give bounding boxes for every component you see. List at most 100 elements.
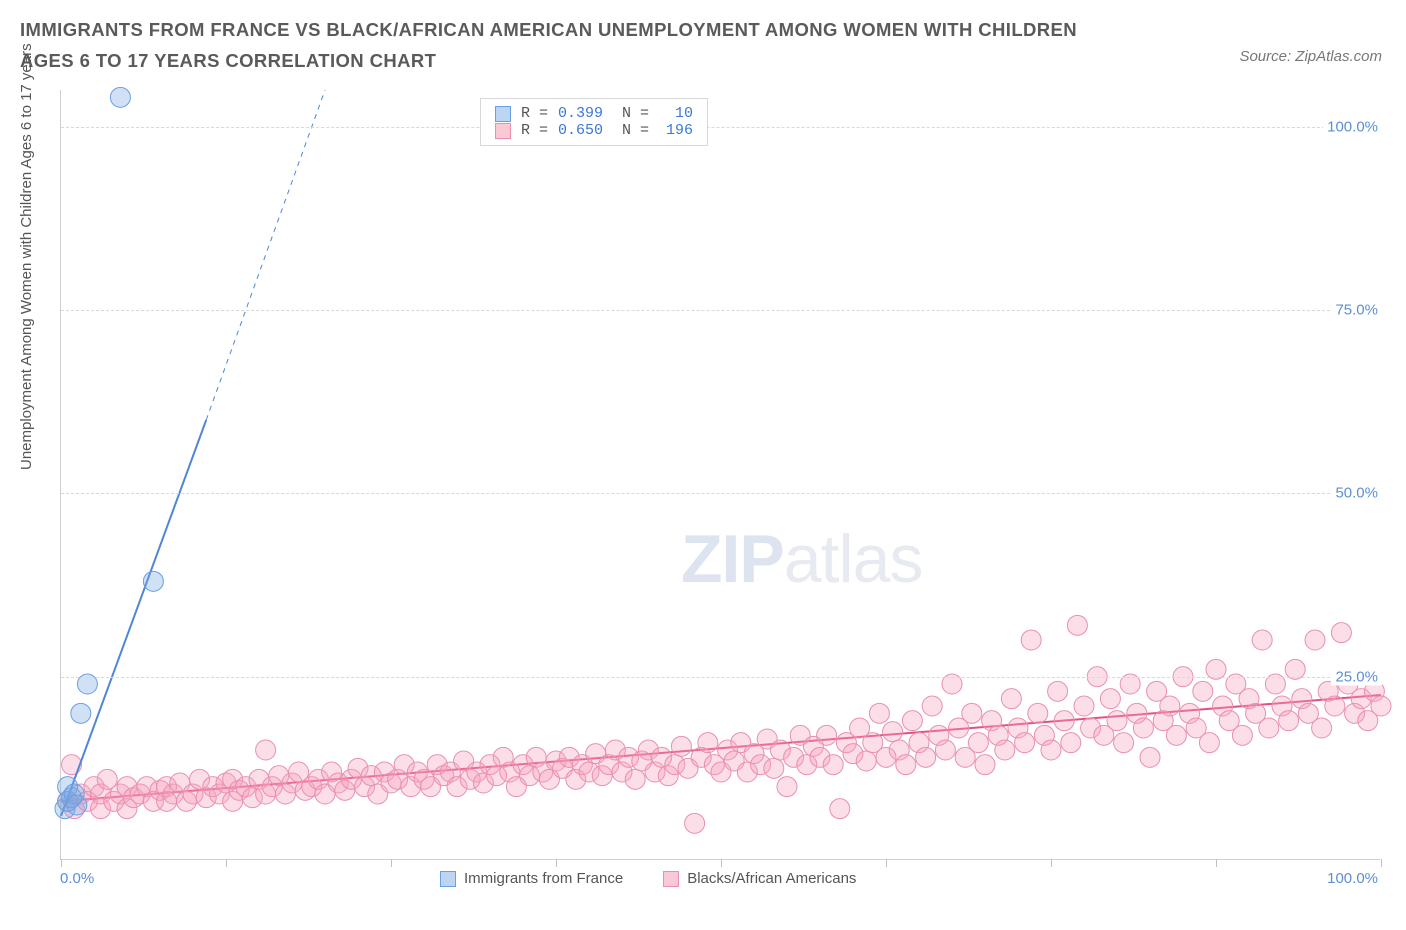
x-tick	[1051, 859, 1052, 867]
data-point	[1232, 725, 1252, 745]
x-tick	[1216, 859, 1217, 867]
x-tick	[886, 859, 887, 867]
data-point	[1015, 733, 1035, 753]
x-tick	[1381, 859, 1382, 867]
x-axis-max-label: 100.0%	[1327, 870, 1378, 887]
trend-line	[61, 420, 206, 816]
data-point	[698, 733, 718, 753]
data-point	[896, 755, 916, 775]
data-point	[1021, 630, 1041, 650]
legend-swatch-icon	[440, 871, 456, 887]
data-point	[1259, 718, 1279, 738]
data-point	[1331, 623, 1351, 643]
data-point	[922, 696, 942, 716]
data-point	[671, 736, 691, 756]
legend-series-item: Blacks/African Americans	[663, 870, 856, 887]
data-point	[1100, 689, 1120, 709]
chart-title: IMMIGRANTS FROM FRANCE VS BLACK/AFRICAN …	[20, 14, 1080, 77]
x-tick	[226, 859, 227, 867]
data-point	[71, 703, 91, 723]
data-point	[1001, 689, 1021, 709]
plot-svg	[61, 90, 1380, 859]
data-point	[1193, 681, 1213, 701]
data-point	[625, 769, 645, 789]
legend-series-label: Immigrants from France	[464, 870, 623, 887]
data-point	[1048, 681, 1068, 701]
data-point	[975, 755, 995, 775]
trend-line-dashed	[206, 90, 325, 420]
data-point	[685, 813, 705, 833]
data-point	[1312, 718, 1332, 738]
data-point	[830, 799, 850, 819]
y-tick-label: 50.0%	[1331, 485, 1382, 502]
data-point	[823, 755, 843, 775]
data-point	[962, 703, 982, 723]
x-tick	[721, 859, 722, 867]
data-point	[1067, 615, 1087, 635]
data-point	[1279, 711, 1299, 731]
legend-stats: R = 0.399 N = 10R = 0.650 N = 196	[480, 98, 708, 146]
legend-n-label: N =	[613, 122, 649, 139]
legend-series-label: Blacks/African Americans	[687, 870, 856, 887]
gridline	[61, 493, 1380, 494]
data-point	[995, 740, 1015, 760]
data-point	[1166, 725, 1186, 745]
legend-n-value: 196	[659, 122, 693, 139]
data-point	[1252, 630, 1272, 650]
data-point	[764, 758, 784, 778]
data-point	[856, 751, 876, 771]
legend-swatch-icon	[495, 123, 511, 139]
data-point	[1305, 630, 1325, 650]
data-point	[67, 795, 87, 815]
data-point	[1107, 711, 1127, 731]
data-point	[817, 725, 837, 745]
data-point	[1133, 718, 1153, 738]
gridline	[61, 310, 1380, 311]
data-point	[902, 711, 922, 731]
data-point	[1114, 733, 1134, 753]
data-point	[62, 755, 82, 775]
data-point	[1160, 696, 1180, 716]
data-point	[1325, 696, 1345, 716]
data-point	[935, 740, 955, 760]
data-point	[916, 747, 936, 767]
data-point	[256, 740, 276, 760]
y-tick-label: 25.0%	[1331, 668, 1382, 685]
data-point	[1054, 711, 1074, 731]
legend-r-value: 0.650	[558, 122, 603, 139]
data-point	[1028, 703, 1048, 723]
gridline	[61, 127, 1380, 128]
data-point	[777, 777, 797, 797]
data-point	[1061, 733, 1081, 753]
y-axis-title: Unemployment Among Women with Children A…	[18, 43, 35, 470]
gridline	[61, 677, 1380, 678]
x-axis-min-label: 0.0%	[60, 870, 94, 887]
y-tick-label: 75.0%	[1331, 302, 1382, 319]
data-point	[1140, 747, 1160, 767]
legend-stat-row: R = 0.399 N = 10	[495, 105, 693, 122]
correlation-chart: IMMIGRANTS FROM FRANCE VS BLACK/AFRICAN …	[0, 0, 1406, 930]
legend-r-label: R =	[521, 105, 548, 122]
legend-swatch-icon	[663, 871, 679, 887]
plot-area: ZIPatlas 25.0%50.0%75.0%100.0%	[60, 90, 1380, 860]
data-point	[110, 87, 130, 107]
data-point	[883, 722, 903, 742]
data-point	[968, 733, 988, 753]
legend-r-value: 0.399	[558, 105, 603, 122]
data-point	[1199, 733, 1219, 753]
data-point	[869, 703, 889, 723]
legend-n-value: 10	[659, 105, 693, 122]
x-tick	[556, 859, 557, 867]
source-attribution: Source: ZipAtlas.com	[1239, 48, 1382, 65]
data-point	[143, 571, 163, 591]
x-tick	[391, 859, 392, 867]
data-point	[1371, 696, 1391, 716]
y-tick-label: 100.0%	[1323, 118, 1382, 135]
legend-n-label: N =	[613, 105, 649, 122]
legend-stat-row: R =0.650 N =196	[495, 122, 693, 139]
x-tick	[61, 859, 62, 867]
legend-series-item: Immigrants from France	[440, 870, 623, 887]
data-point	[1074, 696, 1094, 716]
legend-swatch-icon	[495, 106, 511, 122]
legend-series: Immigrants from France Blacks/African Ame…	[440, 870, 856, 887]
